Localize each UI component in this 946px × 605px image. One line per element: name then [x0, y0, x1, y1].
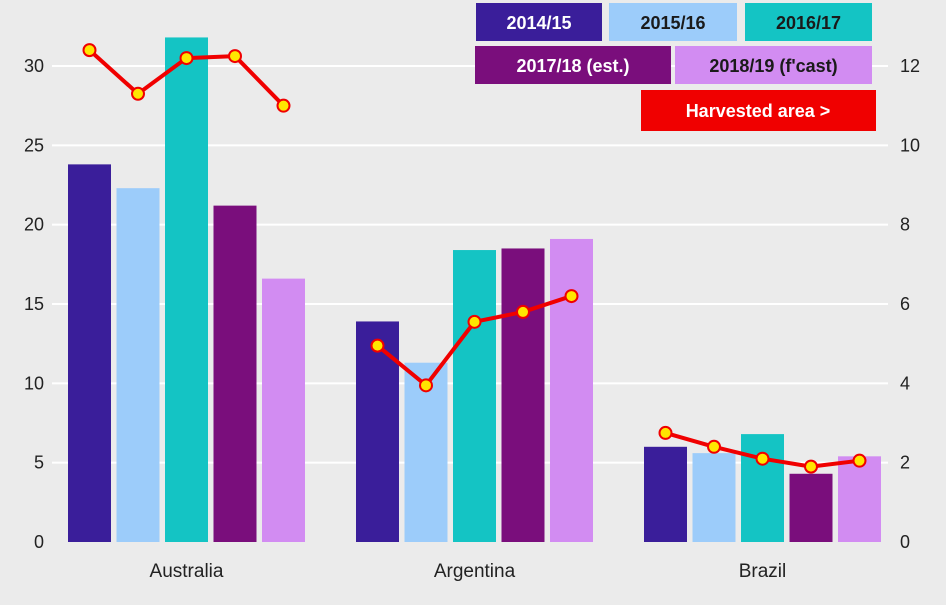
- legend-label-harvested-area: Harvested area >: [686, 101, 831, 121]
- bar: [356, 321, 399, 542]
- harvested-area-point: [179, 51, 194, 66]
- legend-swatch: [609, 3, 737, 41]
- legend: 2014/15 2015/16 2016/17 2017/18 (est.) 2018/…: [475, 3, 876, 131]
- bar: [838, 456, 881, 542]
- y-right-tick-label: 2: [900, 453, 910, 473]
- bar: [550, 238, 593, 543]
- legend-swatch: [675, 46, 872, 84]
- y-left-tick-label: 15: [24, 294, 44, 314]
- bar: [453, 250, 496, 542]
- bar: [262, 278, 305, 542]
- y-right-tick-label: 6: [900, 294, 910, 314]
- harvested-area-point: [131, 86, 145, 101]
- bar: [501, 248, 545, 542]
- bar: [116, 188, 160, 542]
- x-tick-label: Australia: [150, 561, 224, 582]
- harvested-area-point: [467, 314, 482, 329]
- harvested-area-point: [419, 378, 433, 393]
- harvested-area-point: [228, 49, 242, 64]
- legend-label: 2015/16: [640, 13, 705, 33]
- x-tick-label: Brazil: [739, 561, 787, 582]
- bar: [404, 362, 448, 542]
- y-right-tick-label: 12: [900, 56, 920, 76]
- legend-label: 2017/18 (est.): [516, 56, 629, 76]
- axes: 0 5 10 15 20 25 30 0 2 4 6 8 10 12 Australia Argentina B…: [24, 56, 920, 582]
- harvested-area-point: [516, 304, 530, 319]
- bar: [692, 453, 736, 542]
- bar: [789, 473, 833, 542]
- harvested-area-point: [755, 451, 770, 466]
- legend-label: 2016/17: [776, 13, 841, 33]
- y-left-tick-label: 30: [24, 56, 44, 76]
- harvested-area-point: [707, 439, 721, 454]
- y-right-tick-label: 10: [900, 135, 920, 155]
- y-left-tick-label: 20: [24, 215, 44, 235]
- x-tick-label: Argentina: [434, 561, 516, 582]
- bar: [68, 164, 111, 542]
- bar: [213, 205, 257, 543]
- legend-swatch-harvested-area: [641, 90, 876, 131]
- bar: [644, 446, 687, 542]
- bar: [741, 434, 784, 542]
- harvested-area-point: [804, 459, 818, 474]
- legend-swatch: [745, 3, 872, 41]
- y-right-tick-label: 0: [900, 532, 910, 552]
- harvested-area-point: [658, 425, 673, 440]
- y-right-tick-label: 8: [900, 215, 910, 235]
- y-left-tick-label: 5: [34, 453, 44, 473]
- harvested-area-point: [82, 43, 97, 58]
- legend-swatch: [475, 46, 671, 84]
- y-left-tick-label: 10: [24, 373, 44, 393]
- harvested-area-point: [564, 289, 579, 304]
- bars: [68, 37, 881, 543]
- y-left-tick-label: 0: [34, 532, 44, 552]
- harvested-area-point: [276, 98, 291, 113]
- harvested-area-point: [852, 453, 867, 468]
- legend-label: 2018/19 (f'cast): [709, 56, 837, 76]
- harvested-area-point: [370, 338, 385, 353]
- harvested-area-line: [82, 43, 867, 474]
- y-right-tick-label: 4: [900, 373, 910, 393]
- y-left-tick-label: 25: [24, 135, 44, 155]
- legend-swatch: [476, 3, 602, 41]
- bar: [165, 37, 208, 542]
- legend-label: 2014/15: [506, 13, 571, 33]
